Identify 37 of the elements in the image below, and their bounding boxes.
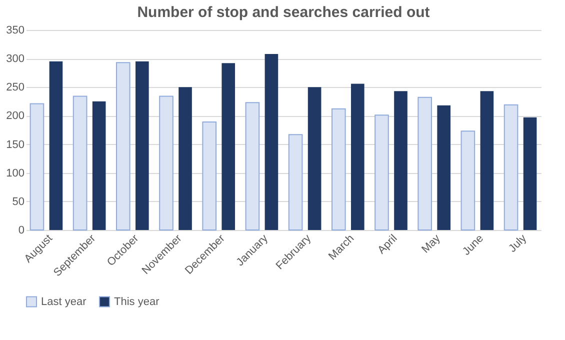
bar — [394, 91, 408, 230]
bar — [264, 54, 278, 230]
y-tick-label: 50 — [12, 196, 24, 208]
bar — [116, 62, 130, 230]
y-tick-label: 350 — [6, 24, 24, 36]
y-tick-label: 100 — [6, 167, 24, 180]
bar — [49, 61, 63, 230]
y-tick-label: 150 — [6, 138, 24, 151]
bar — [437, 105, 450, 230]
bar — [350, 84, 364, 230]
bar — [222, 63, 236, 230]
y-tick-label: 200 — [6, 110, 24, 122]
y-tick-label: 0 — [18, 224, 24, 236]
bar — [136, 61, 149, 230]
legend-label: Last year — [41, 296, 87, 308]
bar — [504, 104, 518, 230]
bar — [480, 91, 494, 230]
bar — [178, 87, 192, 230]
chart-title: Number of stop and searches carried out — [137, 4, 430, 21]
legend-label: This year — [114, 296, 160, 308]
bar — [460, 130, 476, 230]
bar — [30, 103, 44, 230]
bar — [159, 96, 174, 230]
bar — [288, 134, 303, 230]
bar — [418, 96, 432, 230]
y-tick-label: 300 — [6, 53, 24, 66]
bar — [92, 101, 106, 230]
x-tick-label: July — [506, 232, 530, 255]
x-tick-label: May — [420, 232, 444, 256]
bar — [72, 96, 88, 230]
bar — [374, 114, 389, 230]
bar — [523, 117, 537, 230]
bar — [331, 108, 346, 230]
bar — [308, 87, 322, 230]
bar — [202, 122, 217, 230]
y-tick-label: 250 — [6, 82, 24, 94]
bar — [245, 102, 260, 230]
